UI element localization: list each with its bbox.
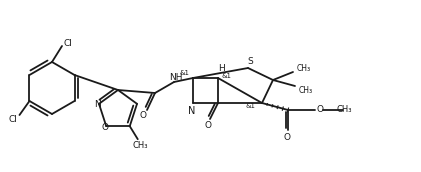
Text: O: O <box>317 105 323 115</box>
Text: H: H <box>218 63 224 73</box>
Text: NH: NH <box>169 73 183 82</box>
Text: CH₃: CH₃ <box>297 63 311 73</box>
Text: &1: &1 <box>179 70 189 76</box>
Text: O: O <box>139 110 147 120</box>
Text: Cl: Cl <box>8 115 17 123</box>
Text: CH₃: CH₃ <box>132 141 147 150</box>
Text: S: S <box>247 56 253 66</box>
Text: O: O <box>205 121 211 130</box>
Text: N: N <box>188 106 196 116</box>
Text: O: O <box>102 123 109 132</box>
Text: N: N <box>95 100 101 109</box>
Text: &1: &1 <box>221 73 231 79</box>
Text: O: O <box>283 132 290 142</box>
Text: Cl: Cl <box>64 39 72 47</box>
Text: CH₃: CH₃ <box>299 85 313 94</box>
Text: &1: &1 <box>245 103 255 109</box>
Text: CH₃: CH₃ <box>336 105 352 115</box>
